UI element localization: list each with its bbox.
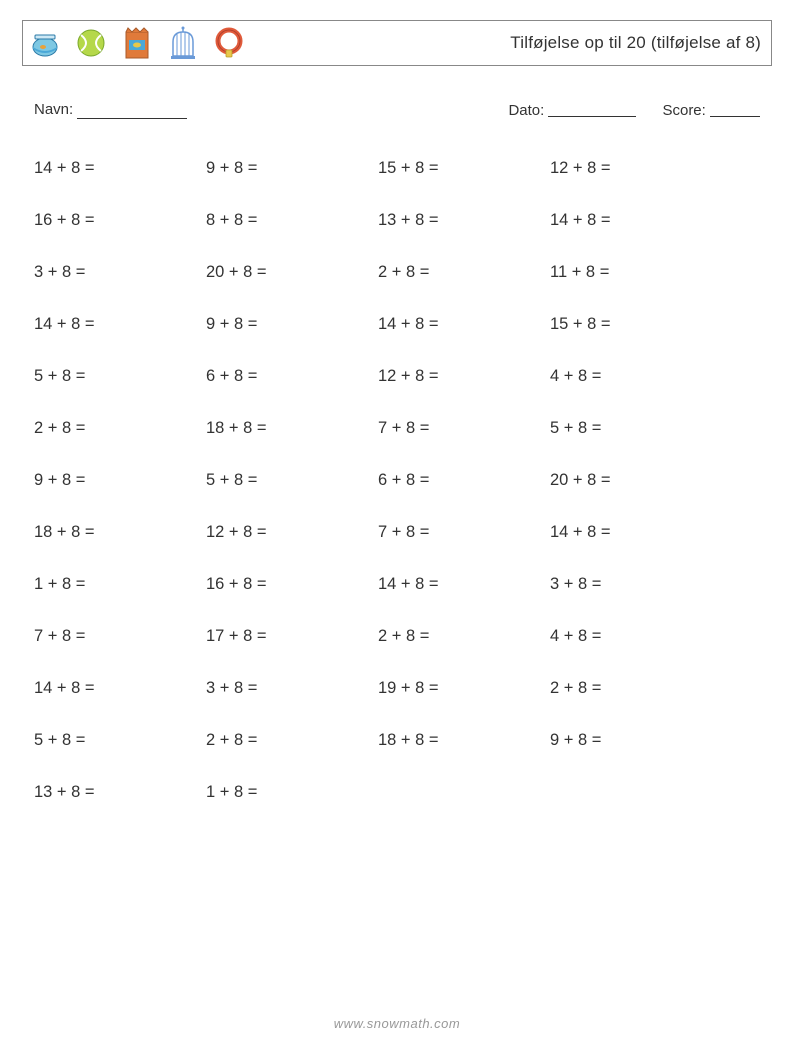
problem-row: 14 + 8 =9 + 8 =14 + 8 =15 + 8 =: [34, 315, 760, 334]
problem-row: 1 + 8 =16 + 8 =14 + 8 =3 + 8 =: [34, 575, 760, 594]
problem-cell: 9 + 8 =: [34, 471, 206, 490]
header-icons: [29, 27, 245, 59]
problem-cell: 18 + 8 =: [34, 523, 206, 542]
problem-cell: 7 + 8 =: [378, 523, 550, 542]
fish-food-icon: [121, 27, 153, 59]
problem-cell: 9 + 8 =: [550, 731, 722, 750]
problems-grid: 14 + 8 =9 + 8 =15 + 8 =12 + 8 =16 + 8 =8…: [22, 159, 772, 802]
problem-cell: 14 + 8 =: [550, 211, 722, 230]
problem-cell: 13 + 8 =: [34, 783, 206, 802]
problem-cell: 2 + 8 =: [378, 627, 550, 646]
tennis-ball-icon: [75, 27, 107, 59]
problem-cell: 9 + 8 =: [206, 315, 378, 334]
problem-cell: [550, 783, 722, 802]
problem-cell: 5 + 8 =: [550, 419, 722, 438]
problem-cell: 15 + 8 =: [550, 315, 722, 334]
problem-row: 14 + 8 =9 + 8 =15 + 8 =12 + 8 =: [34, 159, 760, 178]
name-field: Navn:: [34, 100, 187, 119]
problem-cell: 19 + 8 =: [378, 679, 550, 698]
problem-cell: [378, 783, 550, 802]
problem-cell: 2 + 8 =: [550, 679, 722, 698]
problem-cell: 7 + 8 =: [34, 627, 206, 646]
problem-cell: 8 + 8 =: [206, 211, 378, 230]
fishbowl-icon: [29, 27, 61, 59]
score-field: Score:: [662, 100, 760, 119]
date-blank: [548, 102, 636, 117]
problem-row: 14 + 8 =3 + 8 =19 + 8 =2 + 8 =: [34, 679, 760, 698]
problem-cell: 2 + 8 =: [206, 731, 378, 750]
problem-cell: 18 + 8 =: [378, 731, 550, 750]
problem-cell: 15 + 8 =: [378, 159, 550, 178]
problem-cell: 13 + 8 =: [378, 211, 550, 230]
problem-row: 13 + 8 =1 + 8 =: [34, 783, 760, 802]
score-label: Score:: [662, 102, 705, 119]
problem-cell: 3 + 8 =: [550, 575, 722, 594]
problem-cell: 14 + 8 =: [34, 315, 206, 334]
problem-cell: 3 + 8 =: [206, 679, 378, 698]
problem-cell: 2 + 8 =: [34, 419, 206, 438]
problem-row: 9 + 8 =5 + 8 =6 + 8 =20 + 8 =: [34, 471, 760, 490]
problem-cell: 9 + 8 =: [206, 159, 378, 178]
problem-cell: 14 + 8 =: [34, 679, 206, 698]
problem-row: 2 + 8 =18 + 8 =7 + 8 =5 + 8 =: [34, 419, 760, 438]
problem-cell: 6 + 8 =: [206, 367, 378, 386]
problem-cell: 18 + 8 =: [206, 419, 378, 438]
problem-cell: 4 + 8 =: [550, 627, 722, 646]
problem-cell: 14 + 8 =: [378, 315, 550, 334]
problem-cell: 20 + 8 =: [550, 471, 722, 490]
problem-cell: 14 + 8 =: [550, 523, 722, 542]
problem-cell: 1 + 8 =: [206, 783, 378, 802]
name-blank: [77, 104, 187, 119]
problem-cell: 5 + 8 =: [206, 471, 378, 490]
problem-cell: 16 + 8 =: [34, 211, 206, 230]
problem-cell: 11 + 8 =: [550, 263, 722, 282]
problem-cell: 1 + 8 =: [34, 575, 206, 594]
footer-url: www.snowmath.com: [0, 1016, 794, 1031]
birdcage-icon: [167, 27, 199, 59]
problem-row: 5 + 8 =2 + 8 =18 + 8 =9 + 8 =: [34, 731, 760, 750]
problem-cell: 16 + 8 =: [206, 575, 378, 594]
problem-cell: 12 + 8 =: [378, 367, 550, 386]
problem-cell: 17 + 8 =: [206, 627, 378, 646]
problem-cell: 12 + 8 =: [206, 523, 378, 542]
problem-cell: 2 + 8 =: [378, 263, 550, 282]
problem-cell: 5 + 8 =: [34, 731, 206, 750]
problem-cell: 4 + 8 =: [550, 367, 722, 386]
problem-cell: 20 + 8 =: [206, 263, 378, 282]
problem-row: 3 + 8 =20 + 8 =2 + 8 =11 + 8 =: [34, 263, 760, 282]
date-field: Dato:: [508, 100, 636, 119]
problem-cell: 12 + 8 =: [550, 159, 722, 178]
date-label: Dato:: [508, 102, 544, 119]
problem-cell: 14 + 8 =: [34, 159, 206, 178]
problem-cell: 14 + 8 =: [378, 575, 550, 594]
header-box: Tilføjelse op til 20 (tilføjelse af 8): [22, 20, 772, 66]
worksheet-title: Tilføjelse op til 20 (tilføjelse af 8): [510, 33, 761, 53]
problem-cell: 6 + 8 =: [378, 471, 550, 490]
info-row: Navn: Dato: Score:: [22, 100, 772, 119]
pet-collar-icon: [213, 27, 245, 59]
problem-row: 16 + 8 =8 + 8 =13 + 8 =14 + 8 =: [34, 211, 760, 230]
problem-row: 18 + 8 =12 + 8 =7 + 8 =14 + 8 =: [34, 523, 760, 542]
name-label: Navn:: [34, 101, 73, 118]
score-blank: [710, 102, 760, 117]
problem-cell: 7 + 8 =: [378, 419, 550, 438]
problem-row: 5 + 8 =6 + 8 =12 + 8 =4 + 8 =: [34, 367, 760, 386]
problem-row: 7 + 8 =17 + 8 =2 + 8 =4 + 8 =: [34, 627, 760, 646]
problem-cell: 5 + 8 =: [34, 367, 206, 386]
problem-cell: 3 + 8 =: [34, 263, 206, 282]
